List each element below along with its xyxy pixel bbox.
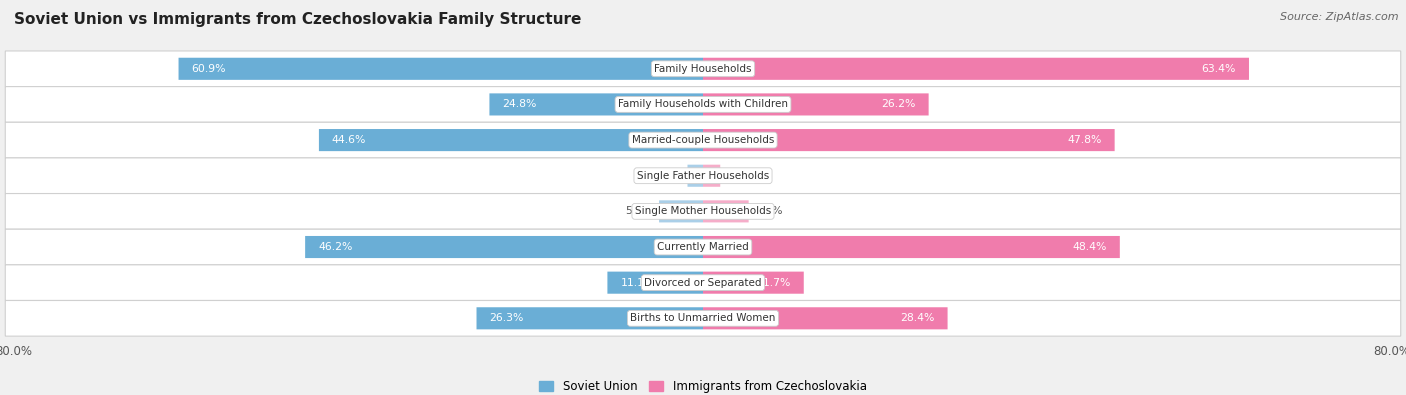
- FancyBboxPatch shape: [607, 272, 703, 294]
- FancyBboxPatch shape: [703, 93, 928, 115]
- Text: 26.3%: 26.3%: [489, 313, 524, 324]
- Text: Source: ZipAtlas.com: Source: ZipAtlas.com: [1281, 12, 1399, 22]
- FancyBboxPatch shape: [703, 200, 748, 222]
- FancyBboxPatch shape: [6, 265, 1400, 301]
- FancyBboxPatch shape: [6, 87, 1400, 122]
- Text: Soviet Union vs Immigrants from Czechoslovakia Family Structure: Soviet Union vs Immigrants from Czechosl…: [14, 12, 582, 27]
- Text: 1.8%: 1.8%: [654, 171, 681, 181]
- FancyBboxPatch shape: [6, 194, 1400, 229]
- Text: Family Households: Family Households: [654, 64, 752, 74]
- FancyBboxPatch shape: [6, 229, 1400, 265]
- FancyBboxPatch shape: [6, 158, 1400, 194]
- Text: 26.2%: 26.2%: [882, 100, 915, 109]
- Text: 46.2%: 46.2%: [318, 242, 353, 252]
- FancyBboxPatch shape: [305, 236, 703, 258]
- Text: 44.6%: 44.6%: [332, 135, 366, 145]
- Text: Currently Married: Currently Married: [657, 242, 749, 252]
- FancyBboxPatch shape: [703, 165, 720, 187]
- Text: Single Mother Households: Single Mother Households: [636, 206, 770, 216]
- FancyBboxPatch shape: [659, 200, 703, 222]
- FancyBboxPatch shape: [703, 58, 1249, 80]
- FancyBboxPatch shape: [6, 122, 1400, 158]
- Text: Married-couple Households: Married-couple Households: [631, 135, 775, 145]
- FancyBboxPatch shape: [489, 93, 703, 115]
- Text: 11.7%: 11.7%: [756, 278, 790, 288]
- Text: 11.1%: 11.1%: [620, 278, 655, 288]
- FancyBboxPatch shape: [6, 301, 1400, 336]
- Text: 47.8%: 47.8%: [1067, 135, 1102, 145]
- FancyBboxPatch shape: [703, 307, 948, 329]
- Text: 5.3%: 5.3%: [755, 206, 783, 216]
- FancyBboxPatch shape: [703, 236, 1119, 258]
- Text: 24.8%: 24.8%: [502, 100, 537, 109]
- FancyBboxPatch shape: [688, 165, 703, 187]
- FancyBboxPatch shape: [179, 58, 703, 80]
- FancyBboxPatch shape: [6, 51, 1400, 87]
- Text: Family Households with Children: Family Households with Children: [619, 100, 787, 109]
- Text: 48.4%: 48.4%: [1073, 242, 1107, 252]
- FancyBboxPatch shape: [319, 129, 703, 151]
- Text: Births to Unmarried Women: Births to Unmarried Women: [630, 313, 776, 324]
- Text: Single Father Households: Single Father Households: [637, 171, 769, 181]
- Text: 60.9%: 60.9%: [191, 64, 226, 74]
- FancyBboxPatch shape: [477, 307, 703, 329]
- Text: 2.0%: 2.0%: [727, 171, 755, 181]
- Text: 28.4%: 28.4%: [900, 313, 935, 324]
- FancyBboxPatch shape: [703, 272, 804, 294]
- Legend: Soviet Union, Immigrants from Czechoslovakia: Soviet Union, Immigrants from Czechoslov…: [534, 376, 872, 395]
- Text: 5.1%: 5.1%: [624, 206, 652, 216]
- Text: Divorced or Separated: Divorced or Separated: [644, 278, 762, 288]
- Text: 63.4%: 63.4%: [1202, 64, 1236, 74]
- FancyBboxPatch shape: [703, 129, 1115, 151]
